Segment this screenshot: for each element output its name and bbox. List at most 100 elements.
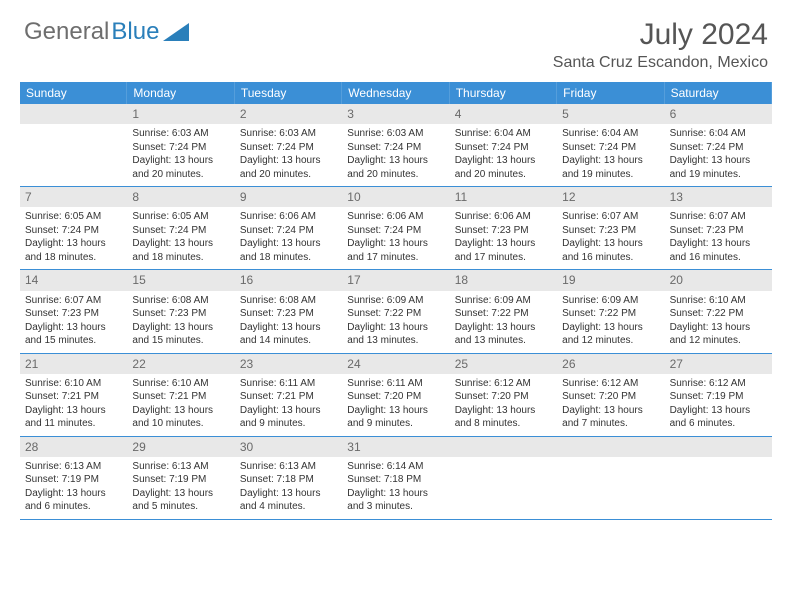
day-body: Sunrise: 6:03 AMSunset: 7:24 PMDaylight:…: [342, 124, 449, 186]
day-cell: 20Sunrise: 6:10 AMSunset: 7:22 PMDayligh…: [665, 270, 772, 352]
day-cell: 27Sunrise: 6:12 AMSunset: 7:19 PMDayligh…: [665, 354, 772, 436]
day-cell: [450, 437, 557, 519]
title-block: July 2024 Santa Cruz Escandon, Mexico: [553, 18, 768, 72]
daylight-line: Daylight: 13 hours and 16 minutes.: [562, 237, 659, 264]
daylight-line: Daylight: 13 hours and 18 minutes.: [25, 237, 122, 264]
sunrise-line: Sunrise: 6:06 AM: [240, 210, 337, 224]
daylight-line: Daylight: 13 hours and 7 minutes.: [562, 404, 659, 431]
sunrise-line: Sunrise: 6:12 AM: [455, 377, 552, 391]
day-body: Sunrise: 6:07 AMSunset: 7:23 PMDaylight:…: [20, 291, 127, 353]
day-number: [450, 437, 557, 457]
day-cell: 19Sunrise: 6:09 AMSunset: 7:22 PMDayligh…: [557, 270, 664, 352]
sunset-line: Sunset: 7:24 PM: [670, 141, 767, 155]
day-cell: 3Sunrise: 6:03 AMSunset: 7:24 PMDaylight…: [342, 104, 449, 186]
sunrise-line: Sunrise: 6:10 AM: [25, 377, 122, 391]
weekday-header: Wednesday: [342, 82, 449, 104]
sunset-line: Sunset: 7:24 PM: [347, 224, 444, 238]
sunset-line: Sunset: 7:19 PM: [25, 473, 122, 487]
daylight-line: Daylight: 13 hours and 9 minutes.: [240, 404, 337, 431]
day-cell: 29Sunrise: 6:13 AMSunset: 7:19 PMDayligh…: [127, 437, 234, 519]
week-row: 1Sunrise: 6:03 AMSunset: 7:24 PMDaylight…: [20, 104, 772, 187]
day-cell: 13Sunrise: 6:07 AMSunset: 7:23 PMDayligh…: [665, 187, 772, 269]
day-number: 27: [665, 354, 772, 374]
day-number: 15: [127, 270, 234, 290]
day-cell: [20, 104, 127, 186]
sunrise-line: Sunrise: 6:04 AM: [455, 127, 552, 141]
daylight-line: Daylight: 13 hours and 11 minutes.: [25, 404, 122, 431]
day-cell: [557, 437, 664, 519]
day-body: Sunrise: 6:09 AMSunset: 7:22 PMDaylight:…: [450, 291, 557, 353]
day-number: 10: [342, 187, 449, 207]
sunset-line: Sunset: 7:23 PM: [670, 224, 767, 238]
day-number: 24: [342, 354, 449, 374]
day-cell: 17Sunrise: 6:09 AMSunset: 7:22 PMDayligh…: [342, 270, 449, 352]
day-number: 4: [450, 104, 557, 124]
week-row: 21Sunrise: 6:10 AMSunset: 7:21 PMDayligh…: [20, 354, 772, 437]
logo-word2: Blue: [111, 18, 159, 46]
day-body: Sunrise: 6:10 AMSunset: 7:21 PMDaylight:…: [20, 374, 127, 436]
day-number: 20: [665, 270, 772, 290]
day-number: 9: [235, 187, 342, 207]
sunrise-line: Sunrise: 6:07 AM: [25, 294, 122, 308]
daylight-line: Daylight: 13 hours and 14 minutes.: [240, 321, 337, 348]
daylight-line: Daylight: 13 hours and 19 minutes.: [562, 154, 659, 181]
sunset-line: Sunset: 7:20 PM: [347, 390, 444, 404]
sunset-line: Sunset: 7:19 PM: [670, 390, 767, 404]
sunrise-line: Sunrise: 6:03 AM: [240, 127, 337, 141]
day-number: 19: [557, 270, 664, 290]
sunset-line: Sunset: 7:23 PM: [455, 224, 552, 238]
sunrise-line: Sunrise: 6:13 AM: [132, 460, 229, 474]
day-cell: 2Sunrise: 6:03 AMSunset: 7:24 PMDaylight…: [235, 104, 342, 186]
sunrise-line: Sunrise: 6:07 AM: [670, 210, 767, 224]
weekday-header: Sunday: [20, 82, 127, 104]
location: Santa Cruz Escandon, Mexico: [553, 54, 768, 72]
sunrise-line: Sunrise: 6:05 AM: [132, 210, 229, 224]
day-number: [20, 104, 127, 124]
sunrise-line: Sunrise: 6:03 AM: [347, 127, 444, 141]
day-body: Sunrise: 6:12 AMSunset: 7:19 PMDaylight:…: [665, 374, 772, 436]
sunset-line: Sunset: 7:21 PM: [132, 390, 229, 404]
day-body: Sunrise: 6:06 AMSunset: 7:24 PMDaylight:…: [342, 207, 449, 269]
day-body: Sunrise: 6:06 AMSunset: 7:23 PMDaylight:…: [450, 207, 557, 269]
day-number: 31: [342, 437, 449, 457]
day-cell: 4Sunrise: 6:04 AMSunset: 7:24 PMDaylight…: [450, 104, 557, 186]
day-body: Sunrise: 6:09 AMSunset: 7:22 PMDaylight:…: [342, 291, 449, 353]
day-number: 1: [127, 104, 234, 124]
sunset-line: Sunset: 7:24 PM: [455, 141, 552, 155]
day-cell: 5Sunrise: 6:04 AMSunset: 7:24 PMDaylight…: [557, 104, 664, 186]
day-body: Sunrise: 6:04 AMSunset: 7:24 PMDaylight:…: [450, 124, 557, 186]
daylight-line: Daylight: 13 hours and 18 minutes.: [132, 237, 229, 264]
day-body: Sunrise: 6:05 AMSunset: 7:24 PMDaylight:…: [127, 207, 234, 269]
day-body: Sunrise: 6:11 AMSunset: 7:21 PMDaylight:…: [235, 374, 342, 436]
day-number: 5: [557, 104, 664, 124]
day-number: 21: [20, 354, 127, 374]
sunrise-line: Sunrise: 6:04 AM: [670, 127, 767, 141]
day-cell: [665, 437, 772, 519]
day-cell: 16Sunrise: 6:08 AMSunset: 7:23 PMDayligh…: [235, 270, 342, 352]
day-cell: 24Sunrise: 6:11 AMSunset: 7:20 PMDayligh…: [342, 354, 449, 436]
week-row: 7Sunrise: 6:05 AMSunset: 7:24 PMDaylight…: [20, 187, 772, 270]
day-body: Sunrise: 6:13 AMSunset: 7:18 PMDaylight:…: [235, 457, 342, 519]
logo: GeneralBlue: [24, 18, 189, 46]
header: GeneralBlue July 2024 Santa Cruz Escando…: [0, 0, 792, 76]
calendar: SundayMondayTuesdayWednesdayThursdayFrid…: [20, 82, 772, 520]
month-title: July 2024: [553, 18, 768, 52]
day-cell: 22Sunrise: 6:10 AMSunset: 7:21 PMDayligh…: [127, 354, 234, 436]
day-body: Sunrise: 6:03 AMSunset: 7:24 PMDaylight:…: [235, 124, 342, 186]
day-number: 2: [235, 104, 342, 124]
daylight-line: Daylight: 13 hours and 15 minutes.: [25, 321, 122, 348]
sunrise-line: Sunrise: 6:11 AM: [240, 377, 337, 391]
day-cell: 26Sunrise: 6:12 AMSunset: 7:20 PMDayligh…: [557, 354, 664, 436]
day-number: 25: [450, 354, 557, 374]
day-number: 11: [450, 187, 557, 207]
day-body: Sunrise: 6:12 AMSunset: 7:20 PMDaylight:…: [557, 374, 664, 436]
day-body: Sunrise: 6:07 AMSunset: 7:23 PMDaylight:…: [557, 207, 664, 269]
day-body: Sunrise: 6:14 AMSunset: 7:18 PMDaylight:…: [342, 457, 449, 519]
daylight-line: Daylight: 13 hours and 13 minutes.: [347, 321, 444, 348]
day-body: Sunrise: 6:04 AMSunset: 7:24 PMDaylight:…: [665, 124, 772, 186]
day-number: 22: [127, 354, 234, 374]
day-number: [557, 437, 664, 457]
sunset-line: Sunset: 7:20 PM: [455, 390, 552, 404]
day-number: 7: [20, 187, 127, 207]
day-cell: 6Sunrise: 6:04 AMSunset: 7:24 PMDaylight…: [665, 104, 772, 186]
